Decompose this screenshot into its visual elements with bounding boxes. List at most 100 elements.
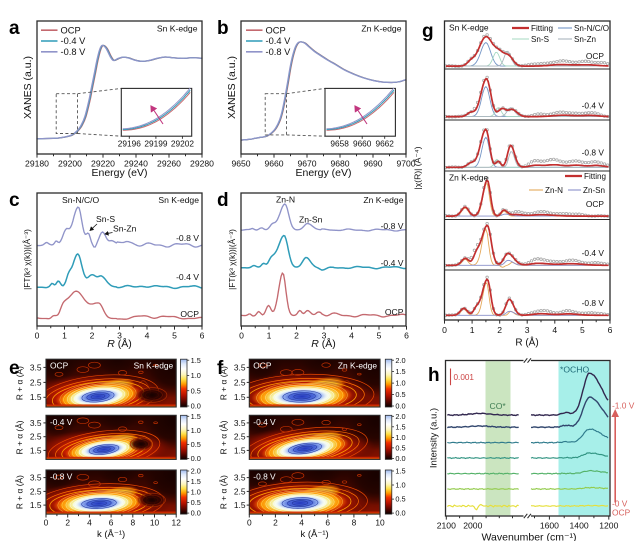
svg-text:1: 1: [470, 325, 475, 335]
svg-text:-0.8 V: -0.8 V: [381, 221, 404, 231]
svg-text:9658: 9658: [330, 139, 349, 149]
svg-text:29260: 29260: [157, 159, 181, 169]
svg-text:0.5: 0.5: [191, 386, 201, 395]
svg-text:1.5: 1.5: [191, 356, 201, 365]
svg-text:Wavenumber (cm⁻¹): Wavenumber (cm⁻¹): [482, 532, 577, 542]
svg-text:b: b: [217, 18, 229, 39]
svg-text:R (Å): R (Å): [515, 336, 538, 349]
svg-text:-0.8 V: -0.8 V: [50, 472, 73, 482]
svg-text:4: 4: [299, 518, 304, 528]
svg-text:Fitting: Fitting: [584, 172, 606, 181]
svg-text:OCP: OCP: [61, 25, 81, 35]
svg-text:Fitting: Fitting: [531, 24, 553, 33]
svg-text:Sn-Zn: Sn-Zn: [574, 35, 596, 44]
svg-text:-0.4 V: -0.4 V: [253, 417, 276, 427]
svg-text:29280: 29280: [190, 159, 214, 169]
svg-text:Zn-Sn: Zn-Sn: [299, 215, 323, 225]
svg-text:9680: 9680: [330, 159, 349, 169]
svg-text:6: 6: [325, 518, 330, 528]
svg-text:0.5: 0.5: [395, 390, 405, 399]
svg-text:2: 2: [294, 331, 299, 341]
svg-text:-0 V: -0 V: [612, 499, 628, 509]
svg-text:0.0: 0.0: [191, 454, 201, 463]
svg-text:|FT(k³ χ(k))|(Å⁻³): |FT(k³ χ(k))|(Å⁻³): [227, 229, 237, 290]
svg-text:0.0: 0.0: [191, 402, 201, 411]
svg-text:0.0: 0.0: [395, 402, 405, 411]
svg-text:29200: 29200: [58, 159, 82, 169]
svg-text:|χ(R)| (Å⁻⁴): |χ(R)| (Å⁻⁴): [413, 146, 423, 189]
svg-text:*OCHO: *OCHO: [560, 365, 589, 375]
svg-text:d: d: [217, 190, 229, 211]
svg-text:1.5: 1.5: [234, 445, 246, 455]
svg-text:Sn K-edge: Sn K-edge: [134, 361, 174, 371]
svg-text:Sn K-edge: Sn K-edge: [158, 195, 199, 205]
svg-text:R + α (Å): R + α (Å): [15, 475, 25, 509]
svg-text:0: 0: [247, 518, 252, 528]
svg-text:1.5: 1.5: [30, 500, 42, 510]
svg-text:XANES (a.u.): XANES (a.u.): [226, 56, 238, 119]
svg-text:9650: 9650: [231, 159, 250, 169]
svg-text:0.0: 0.0: [395, 454, 405, 463]
svg-text:1.5: 1.5: [395, 367, 405, 376]
svg-text:6: 6: [109, 518, 114, 528]
svg-text:Zn K-edge: Zn K-edge: [363, 195, 403, 205]
svg-text:4: 4: [145, 331, 150, 341]
svg-text:9670: 9670: [297, 159, 316, 169]
svg-text:2: 2: [90, 331, 95, 341]
svg-text:2: 2: [65, 518, 70, 528]
svg-text:Energy (eV): Energy (eV): [91, 167, 147, 179]
svg-text:0: 0: [442, 325, 447, 335]
svg-text:Intensity (a.u.): Intensity (a.u.): [429, 408, 440, 468]
svg-text:1.0: 1.0: [191, 488, 201, 497]
svg-text:2100: 2100: [437, 521, 456, 531]
svg-text:OCP: OCP: [586, 51, 605, 61]
svg-text:Zn K-edge: Zn K-edge: [361, 24, 401, 34]
svg-text:CO*: CO*: [490, 401, 507, 411]
svg-text:-0.4 V: -0.4 V: [50, 417, 73, 427]
svg-text:3.5: 3.5: [30, 473, 42, 483]
svg-text:1.5: 1.5: [30, 445, 42, 455]
svg-text:Sn-Zn: Sn-Zn: [113, 224, 137, 234]
svg-text:-0.8 V: -0.8 V: [266, 47, 292, 57]
svg-text:2.0: 2.0: [395, 412, 405, 421]
svg-text:1.0: 1.0: [395, 379, 405, 388]
svg-text:1.0: 1.0: [191, 426, 201, 435]
svg-text:OCP: OCP: [385, 307, 404, 317]
svg-text:0: 0: [239, 331, 244, 341]
svg-text:2.5: 2.5: [234, 432, 246, 442]
svg-text:4: 4: [552, 325, 557, 335]
svg-text:Energy (eV): Energy (eV): [295, 167, 351, 179]
svg-text:Zn K-edge: Zn K-edge: [338, 361, 377, 371]
svg-text:3: 3: [117, 331, 122, 341]
svg-text:-0.4 V: -0.4 V: [176, 272, 199, 282]
svg-text:2.0: 2.0: [395, 356, 405, 365]
svg-text:8: 8: [352, 518, 357, 528]
svg-text:Sn-S: Sn-S: [96, 214, 115, 224]
svg-text:29240: 29240: [124, 159, 148, 169]
svg-text:XANES (a.u.): XANES (a.u.): [22, 56, 34, 119]
svg-text:0: 0: [44, 518, 49, 528]
svg-text:6: 6: [608, 325, 613, 335]
svg-text:1.5: 1.5: [234, 500, 246, 510]
svg-text:9660: 9660: [353, 139, 372, 149]
svg-text:R (Å): R (Å): [311, 337, 336, 350]
svg-text:-0.4 V: -0.4 V: [266, 36, 292, 46]
svg-text:R + α (Å): R + α (Å): [219, 366, 229, 400]
svg-text:2: 2: [497, 325, 502, 335]
svg-text:1.0: 1.0: [191, 371, 201, 380]
svg-text:0.5: 0.5: [395, 444, 405, 453]
svg-text:5: 5: [377, 331, 382, 341]
svg-text:1.5: 1.5: [191, 412, 201, 421]
svg-text:Zn-N: Zn-N: [276, 195, 295, 205]
svg-text:OCP: OCP: [180, 309, 199, 319]
svg-text:2.5: 2.5: [234, 377, 246, 387]
svg-text:1.5: 1.5: [30, 392, 42, 402]
svg-text:1.0: 1.0: [395, 433, 405, 442]
svg-text:3: 3: [322, 331, 327, 341]
svg-text:1400: 1400: [570, 521, 589, 531]
svg-text:h: h: [428, 365, 440, 386]
svg-text:3.5: 3.5: [234, 473, 246, 483]
svg-text:OCP: OCP: [586, 199, 605, 209]
svg-text:-0.4 V: -0.4 V: [582, 248, 605, 258]
svg-text:12: 12: [172, 518, 182, 528]
